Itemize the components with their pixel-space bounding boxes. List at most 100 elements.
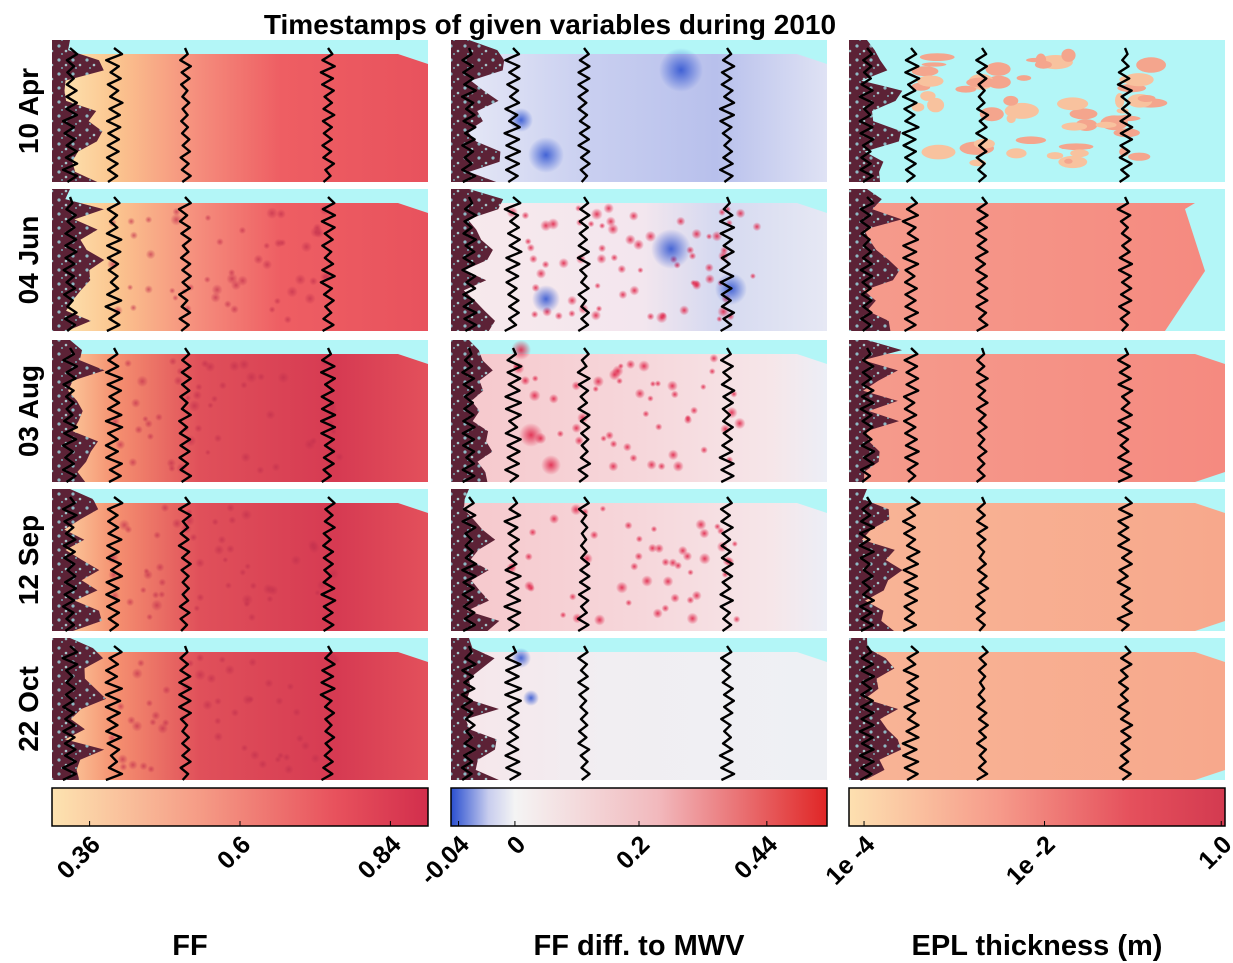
epl-patch (921, 144, 956, 160)
row-label: 03 Aug (13, 365, 44, 457)
elevation-contour (104, 645, 124, 782)
elevation-contour (178, 645, 193, 781)
moulin-dot (277, 371, 290, 384)
elevation-contour (901, 196, 920, 333)
moulin-dot (314, 589, 321, 596)
moulin-dot (596, 253, 607, 264)
moulin-dot (262, 259, 273, 270)
moulin-dot (589, 530, 599, 540)
moulin-dot (524, 238, 532, 245)
moulin-dot (149, 718, 157, 726)
moulin-dot (283, 764, 294, 775)
moulin-dot (716, 315, 723, 323)
ice-field (459, 354, 827, 482)
moulin-dot (264, 678, 274, 688)
moulin-dot (145, 699, 154, 707)
moulin-dot (241, 593, 254, 606)
moulin-dot (271, 462, 281, 472)
elevation-contour (503, 47, 522, 184)
moulin-dot (196, 653, 205, 663)
moulin-dot (708, 368, 716, 375)
positive-spot (541, 455, 561, 475)
moulin-dot (629, 285, 640, 296)
epl-patch (1136, 57, 1166, 73)
colorbar-tick-label: 0.36 (52, 830, 106, 884)
epl-patch (911, 102, 925, 112)
ice-field (459, 503, 827, 631)
moulin-dot (277, 752, 285, 760)
moulin-dot (752, 222, 762, 232)
elevation-contour (503, 496, 522, 633)
map-panel (52, 40, 428, 184)
moulin-dot (127, 760, 138, 770)
moulin-dot (146, 432, 155, 441)
moulin-dot (160, 503, 170, 513)
map-panel (52, 638, 428, 782)
map-panel (451, 340, 827, 484)
moulin-dot (173, 376, 184, 386)
moulin-dot (634, 388, 646, 399)
moulin-dot (304, 292, 316, 305)
row-label: 04 Jun (13, 216, 44, 305)
colorbar-label: FF (172, 930, 207, 962)
elevation-contour (320, 496, 337, 633)
elevation-contour (975, 347, 989, 483)
moulin-dot (258, 759, 268, 769)
elevation-contour (975, 496, 990, 632)
moulin-dot (600, 435, 607, 442)
moulin-dot (273, 297, 281, 305)
moulin-dot (169, 287, 176, 294)
moulin-dot (275, 696, 284, 706)
moulin-dot (295, 734, 305, 743)
moulin-dot (151, 591, 160, 599)
moulin-dot (540, 219, 552, 232)
colorbar-label: EPL thickness (m) (912, 930, 1163, 962)
moulin-dot (124, 359, 132, 368)
moulin-dot (709, 353, 719, 363)
colorbar-ffdiff (450, 787, 828, 827)
epl-patch (1123, 73, 1154, 87)
moulin-dot (239, 568, 247, 577)
negative-spot (651, 229, 691, 269)
elevation-contour (319, 47, 336, 183)
moulin-dot (666, 380, 678, 392)
elevation-contour (858, 47, 875, 184)
moulin-dot (202, 699, 213, 711)
moulin-dot (568, 309, 576, 318)
moulin-dot (625, 359, 636, 370)
moulin-dot (172, 294, 179, 301)
moulin-dot (244, 563, 252, 570)
colorbar-tick-label: -0.04 (415, 830, 475, 890)
moulin-dot (618, 290, 628, 300)
moulin-dot (226, 544, 235, 554)
moulin-dot (679, 305, 690, 316)
moulin-dot (691, 228, 702, 240)
moulin-dot (265, 409, 276, 420)
moulin-dot (310, 753, 321, 764)
moulin-dot (161, 718, 170, 727)
epl-patch (1095, 121, 1117, 128)
elevation-contour (576, 196, 591, 333)
elevation-contour (902, 347, 920, 483)
moulin-dot (691, 280, 702, 291)
moulin-dot (304, 438, 316, 450)
elevation-contour (104, 347, 124, 484)
moulin-dot (228, 268, 236, 277)
moulin-dot (624, 521, 633, 530)
moulin-dot (256, 466, 265, 475)
moulin-dot (189, 533, 198, 542)
moulin-dot (531, 375, 539, 382)
epl-patch (1058, 155, 1088, 169)
moulin-dot (667, 449, 679, 461)
moulin-dot (647, 395, 654, 402)
moulin-dot (142, 415, 149, 423)
moulin-dot (571, 423, 582, 433)
moulin-dot (312, 223, 322, 233)
moulin-dot (650, 525, 658, 533)
moulin-dot (609, 440, 618, 448)
colorbar-tick-label: 0.84 (352, 830, 406, 884)
epl-patch (1128, 152, 1151, 161)
moulin-dot (238, 226, 247, 235)
moulin-dot (307, 539, 319, 551)
